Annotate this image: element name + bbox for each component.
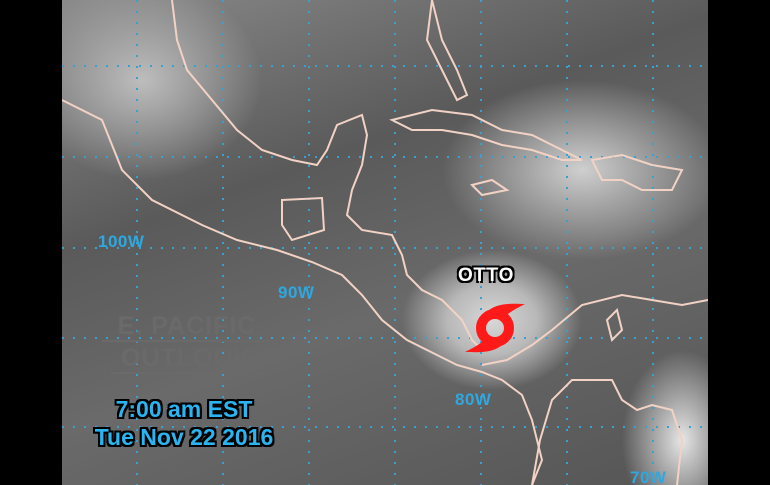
storm-name-label: OTTO	[458, 265, 515, 286]
date-text: Tue Nov 22 2016	[94, 424, 274, 450]
time-text: 7:00 am EST	[115, 396, 253, 422]
longitude-label-100w: 100W	[98, 232, 145, 251]
outlook-title-line1: E. PACIFIC	[102, 312, 272, 342]
outlook-title: E. PACIFIC OUTLOOK	[102, 312, 272, 374]
timestamp: 7:00 am EST Tue Nov 22 2016	[62, 395, 334, 451]
longitude-label-80w: 80W	[455, 390, 492, 409]
map-overlay	[62, 0, 708, 485]
longitude-label-70w: 70W	[630, 468, 667, 485]
longitude-label-90w: 90W	[278, 283, 315, 302]
hurricane-icon	[465, 303, 525, 353]
coastlines	[62, 0, 708, 485]
satellite-map: 100W 90W 80W 70W E. PACIFIC OUTLOOK 7:00…	[62, 0, 708, 485]
outlook-title-line2: OUTLOOK	[111, 344, 263, 374]
